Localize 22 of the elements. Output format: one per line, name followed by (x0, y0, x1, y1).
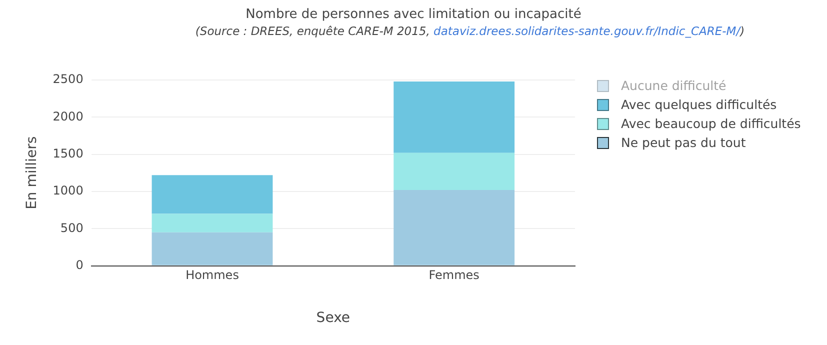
y-tick-label: 1000 (52, 184, 84, 198)
bar (394, 81, 515, 153)
bar (394, 152, 515, 190)
chart-title: Nombre de personnes avec limitation ou incapacité (244, 7, 582, 22)
legend-label: Aucune difficulté (621, 78, 726, 93)
y-axis-title: En milliers (24, 136, 40, 210)
y-tick-label: 1500 (52, 146, 84, 160)
bar (152, 214, 273, 232)
y-tick-label: 500 (60, 220, 84, 235)
y-tick-label: 2000 (52, 109, 84, 124)
legend-label: Avec beaucoup de difficultés (621, 116, 801, 131)
x-tick-label: Hommes (186, 268, 239, 282)
y-tick-label: 0 (76, 258, 84, 272)
legend-label: Ne peut pas du tout (621, 135, 746, 150)
bar (152, 175, 273, 214)
bar (152, 232, 273, 266)
y-tick-label: 2500 (52, 72, 84, 86)
x-axis-title: Sexe (316, 310, 350, 326)
bar (394, 190, 515, 266)
chart-subtitle: (Source : DREES, enquête CARE-M 2015, dataviz.drees.solidarites-sante.gouv.fr/Indic_CARE-M/) (194, 24, 746, 38)
x-tick-label: Femmes (428, 268, 480, 282)
legend-label: Avec quelques difficultés (621, 97, 777, 112)
